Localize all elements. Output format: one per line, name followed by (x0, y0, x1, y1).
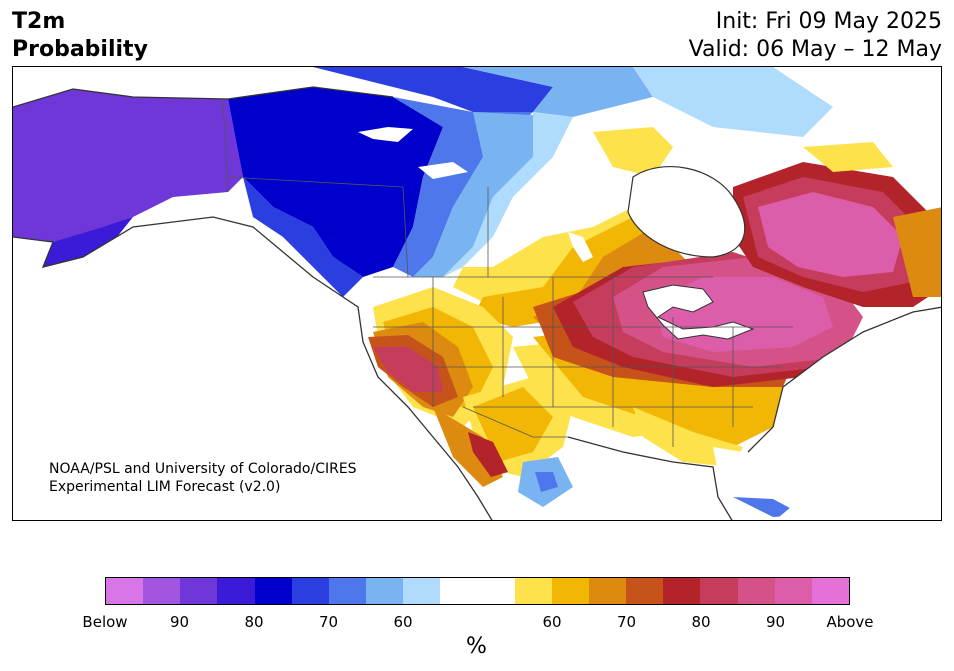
colorbar (105, 577, 850, 605)
map-panel (12, 66, 942, 521)
california-core (373, 347, 443, 392)
colorbar-tick-label: 70 (318, 613, 339, 631)
mexico-red (468, 432, 508, 477)
bc-blue-band (243, 177, 363, 297)
colorbar-segment (551, 578, 590, 604)
southeast-gold (613, 377, 783, 447)
colorbar-segment (589, 578, 627, 604)
colorbar-unit: % (466, 634, 487, 659)
colorbar-segment (366, 578, 404, 604)
title-line-1: T2m (12, 9, 66, 34)
init-date: Init: Fri 09 May 2025 (715, 9, 942, 34)
political-borders (222, 98, 793, 447)
coastlines (13, 86, 941, 520)
pacific-ocean (13, 217, 492, 520)
credit-line-2: Experimental LIM Forecast (v2.0) (49, 479, 281, 495)
arctic-pale-blue (633, 67, 833, 137)
canada-pale-blue (443, 112, 573, 277)
colorbar-segment (328, 578, 367, 604)
colorbar-tick-label: 80 (244, 613, 264, 631)
colorbar-segment (143, 578, 181, 604)
valid-range: Valid: 06 May – 12 May (688, 37, 942, 62)
colorbar-tick-label: Above (826, 613, 874, 631)
colorbar-strip (105, 577, 850, 605)
alaska-region (13, 89, 243, 242)
colorbar-segment (403, 578, 441, 604)
colorbar-segment (514, 578, 552, 604)
florida-neutral (713, 447, 748, 497)
colorbar-ticks: Below 90 80 70 60 60 70 80 90 Above (82, 613, 873, 633)
colorbar-tick-label: 90 (169, 613, 190, 631)
colorbar-segment (180, 578, 218, 604)
colorbar-tick-label: 60 (542, 613, 562, 631)
maritimes-orange (893, 207, 941, 297)
map-title: T2m Probability (12, 8, 148, 64)
forecast-dates: Init: Fri 09 May 2025 Valid: 06 May – 12… (689, 8, 942, 64)
colorbar-segment (440, 578, 515, 604)
colorbar-segment (291, 578, 329, 604)
colorbar-segment (700, 578, 738, 604)
colorbar-tick-label: 60 (393, 613, 413, 631)
hudson-yellow (593, 127, 673, 177)
colorbar-segment (811, 578, 850, 604)
mexico-blue-core (535, 472, 558, 492)
colorbar-tick-label: 90 (765, 613, 786, 631)
colorbar-segment (106, 578, 144, 604)
title-line-2: Probability (12, 37, 148, 62)
colorbar-segment (737, 578, 775, 604)
great-slave-lake (418, 162, 468, 179)
colorbar-tick-label: Below (82, 613, 128, 631)
arctic-light-blue (463, 67, 653, 117)
gulf-of-mexico (568, 437, 732, 520)
colorbar-segment (217, 578, 255, 604)
probability-map (13, 67, 941, 520)
arctic-blue-north (313, 67, 553, 112)
colorbar-segment (663, 578, 701, 604)
atlantic-ocean (748, 307, 941, 520)
colorbar-segment (626, 578, 664, 604)
great-bear-lake (358, 127, 413, 142)
lake-winnipeg (568, 232, 593, 262)
colorbar-segment (254, 578, 292, 604)
credit-line-1: NOAA/PSL and University of Colorado/CIRE… (49, 461, 357, 477)
colorbar-segment (774, 578, 812, 604)
colorbar-tick-label: 80 (691, 613, 711, 631)
hudson-bay (627, 166, 746, 258)
data-credit: NOAA/PSL and University of Colorado/CIRE… (49, 460, 357, 496)
colorbar-tick-label: 70 (616, 613, 637, 631)
alaska-south-rim (43, 217, 133, 267)
quebec-pink (758, 192, 903, 277)
labrador-yellow (803, 142, 893, 172)
